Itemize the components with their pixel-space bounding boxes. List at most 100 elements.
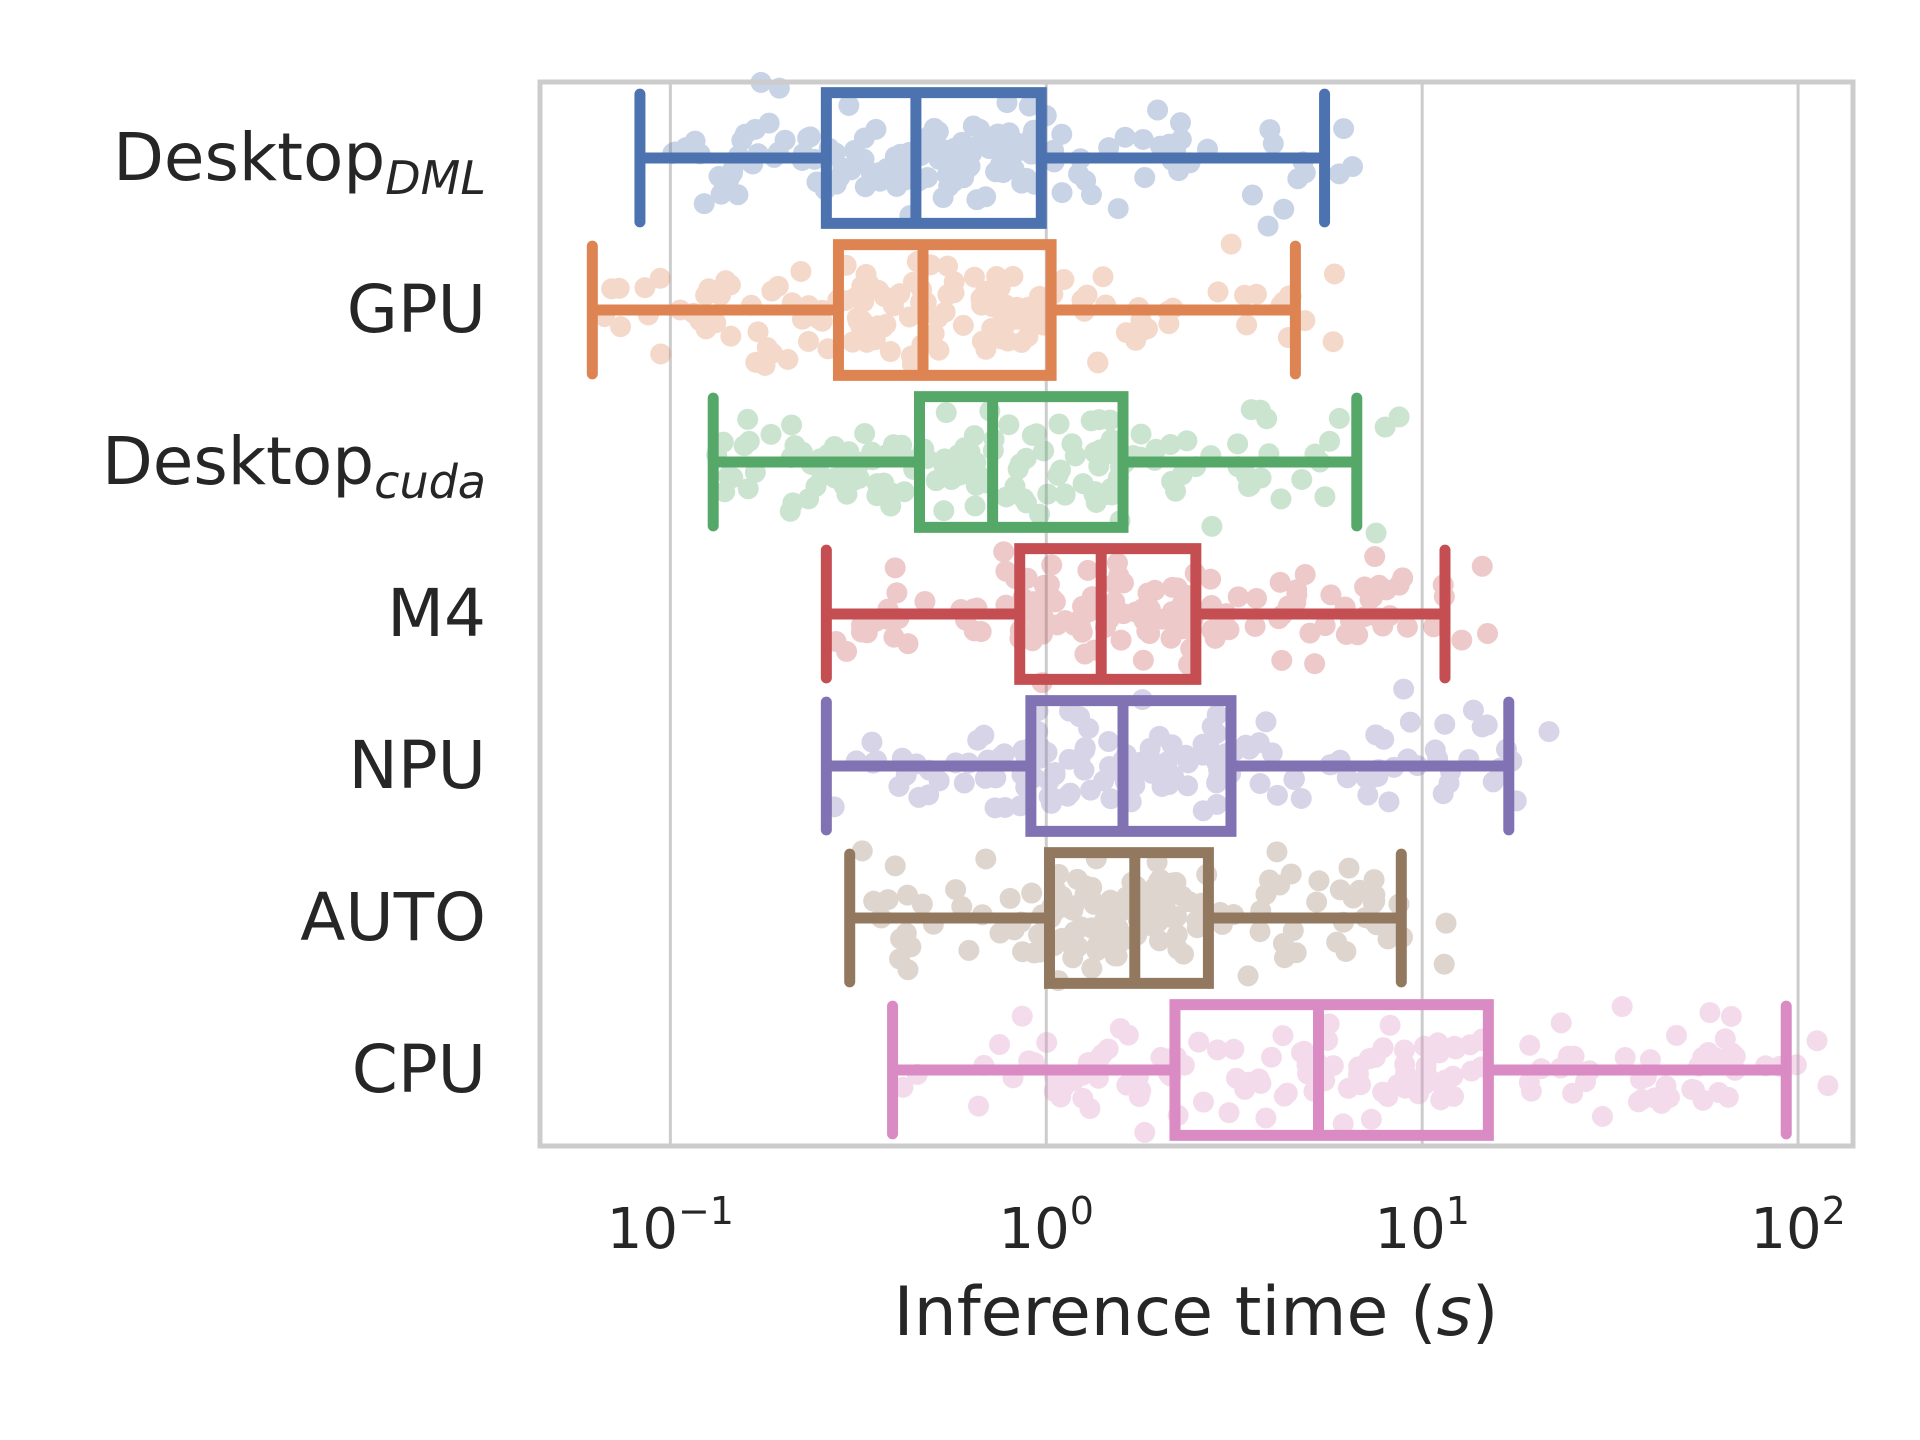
strip-point bbox=[974, 767, 996, 789]
strip-point bbox=[1086, 934, 1108, 956]
strip-point bbox=[1246, 587, 1268, 609]
strip-point bbox=[968, 1095, 990, 1117]
strip-point bbox=[879, 341, 901, 363]
strip-point bbox=[1132, 649, 1154, 671]
strip-point bbox=[744, 118, 766, 140]
strip-point bbox=[939, 163, 961, 185]
box-iqr bbox=[832, 239, 1057, 381]
strip-point bbox=[1139, 623, 1161, 645]
strip-point bbox=[918, 133, 940, 155]
strip-point bbox=[1106, 945, 1128, 967]
strip-point bbox=[1093, 910, 1115, 932]
strip-point bbox=[1101, 896, 1123, 918]
strip-point bbox=[1328, 163, 1350, 185]
strip-point bbox=[1124, 774, 1146, 796]
x-axis-title-unit: s bbox=[1436, 1273, 1471, 1352]
strip-point bbox=[1347, 1063, 1369, 1085]
strip-point bbox=[944, 147, 966, 169]
strip-point bbox=[1304, 653, 1326, 675]
strip-point bbox=[1133, 609, 1155, 631]
strip-point bbox=[1395, 1062, 1417, 1084]
strip-point bbox=[1238, 738, 1260, 760]
strip-point bbox=[889, 143, 911, 165]
strip-point bbox=[1438, 772, 1460, 794]
strip-point bbox=[1237, 1071, 1259, 1093]
strip-point bbox=[860, 162, 882, 184]
strip-point bbox=[1518, 1071, 1540, 1093]
strip-point bbox=[975, 848, 997, 870]
strip-point bbox=[947, 453, 969, 475]
strip-point bbox=[1017, 326, 1039, 348]
strip-point bbox=[1107, 903, 1129, 925]
strip-point bbox=[1249, 399, 1271, 421]
strip-point bbox=[895, 922, 917, 944]
strip-point bbox=[858, 273, 880, 295]
strip-point bbox=[1443, 1085, 1465, 1107]
strip-point bbox=[1009, 453, 1031, 475]
strip-point bbox=[1433, 953, 1455, 975]
strip-point bbox=[1614, 1046, 1636, 1068]
strip-point bbox=[1138, 596, 1160, 618]
strip-point bbox=[851, 275, 873, 297]
x-axis-title-close: ) bbox=[1472, 1273, 1499, 1352]
strip-point bbox=[995, 294, 1017, 316]
strip-point bbox=[1270, 488, 1292, 510]
strip-point bbox=[1130, 423, 1152, 445]
strip-points bbox=[662, 71, 1364, 237]
strip-point bbox=[1176, 430, 1198, 452]
strip-point bbox=[876, 158, 898, 180]
strip-point bbox=[1011, 1005, 1033, 1027]
strip-point bbox=[1160, 627, 1182, 649]
strip-point bbox=[1170, 128, 1192, 150]
strip-point bbox=[1145, 438, 1167, 460]
strip-point bbox=[1372, 615, 1394, 637]
strip-point bbox=[1364, 890, 1386, 912]
strip-point bbox=[1061, 433, 1083, 455]
strip-point bbox=[1365, 522, 1387, 544]
strip-point bbox=[1306, 891, 1328, 913]
strip-point bbox=[722, 467, 744, 489]
strip-point bbox=[993, 132, 1015, 154]
strip-point bbox=[1042, 765, 1064, 787]
strip-point bbox=[1156, 607, 1178, 629]
strip-point bbox=[892, 156, 914, 178]
strip-point bbox=[886, 582, 908, 604]
strip-point bbox=[1051, 123, 1073, 145]
strip-point bbox=[1714, 1028, 1736, 1050]
strip-point bbox=[1047, 464, 1069, 486]
box-iqr bbox=[913, 391, 1129, 533]
strip-point bbox=[1681, 1078, 1703, 1100]
strip-point bbox=[1234, 1078, 1256, 1100]
strip-point bbox=[981, 317, 1003, 339]
strip-point bbox=[1227, 586, 1249, 608]
strip-point bbox=[1074, 736, 1096, 758]
strip-point bbox=[1166, 577, 1188, 599]
strip-point bbox=[1144, 579, 1166, 601]
strip-point bbox=[1477, 622, 1499, 644]
strip-point bbox=[1112, 896, 1134, 918]
strip-point bbox=[1415, 1061, 1437, 1083]
strip-point bbox=[884, 146, 906, 168]
strip-point bbox=[1296, 1054, 1318, 1076]
strip-point bbox=[718, 169, 740, 191]
strip-point bbox=[805, 475, 827, 497]
strip-point bbox=[1171, 885, 1193, 907]
strip-point bbox=[1040, 792, 1062, 814]
strip-point bbox=[1323, 263, 1345, 285]
strip-point bbox=[1206, 772, 1228, 794]
strip-point bbox=[1134, 166, 1156, 188]
strip-point bbox=[881, 482, 903, 504]
strip-point bbox=[1337, 1077, 1359, 1099]
strip-point bbox=[1093, 770, 1115, 792]
strip-point bbox=[1144, 609, 1166, 631]
strip-point bbox=[1177, 752, 1199, 774]
strip-point bbox=[731, 129, 753, 151]
strip-point bbox=[864, 329, 886, 351]
strip-point bbox=[790, 260, 812, 282]
strip-point bbox=[1394, 1077, 1416, 1099]
strip-point bbox=[799, 126, 821, 148]
strip-point bbox=[959, 454, 981, 476]
strip-point bbox=[1294, 564, 1316, 586]
strip-point bbox=[1476, 714, 1498, 736]
strip-point bbox=[1085, 491, 1107, 513]
